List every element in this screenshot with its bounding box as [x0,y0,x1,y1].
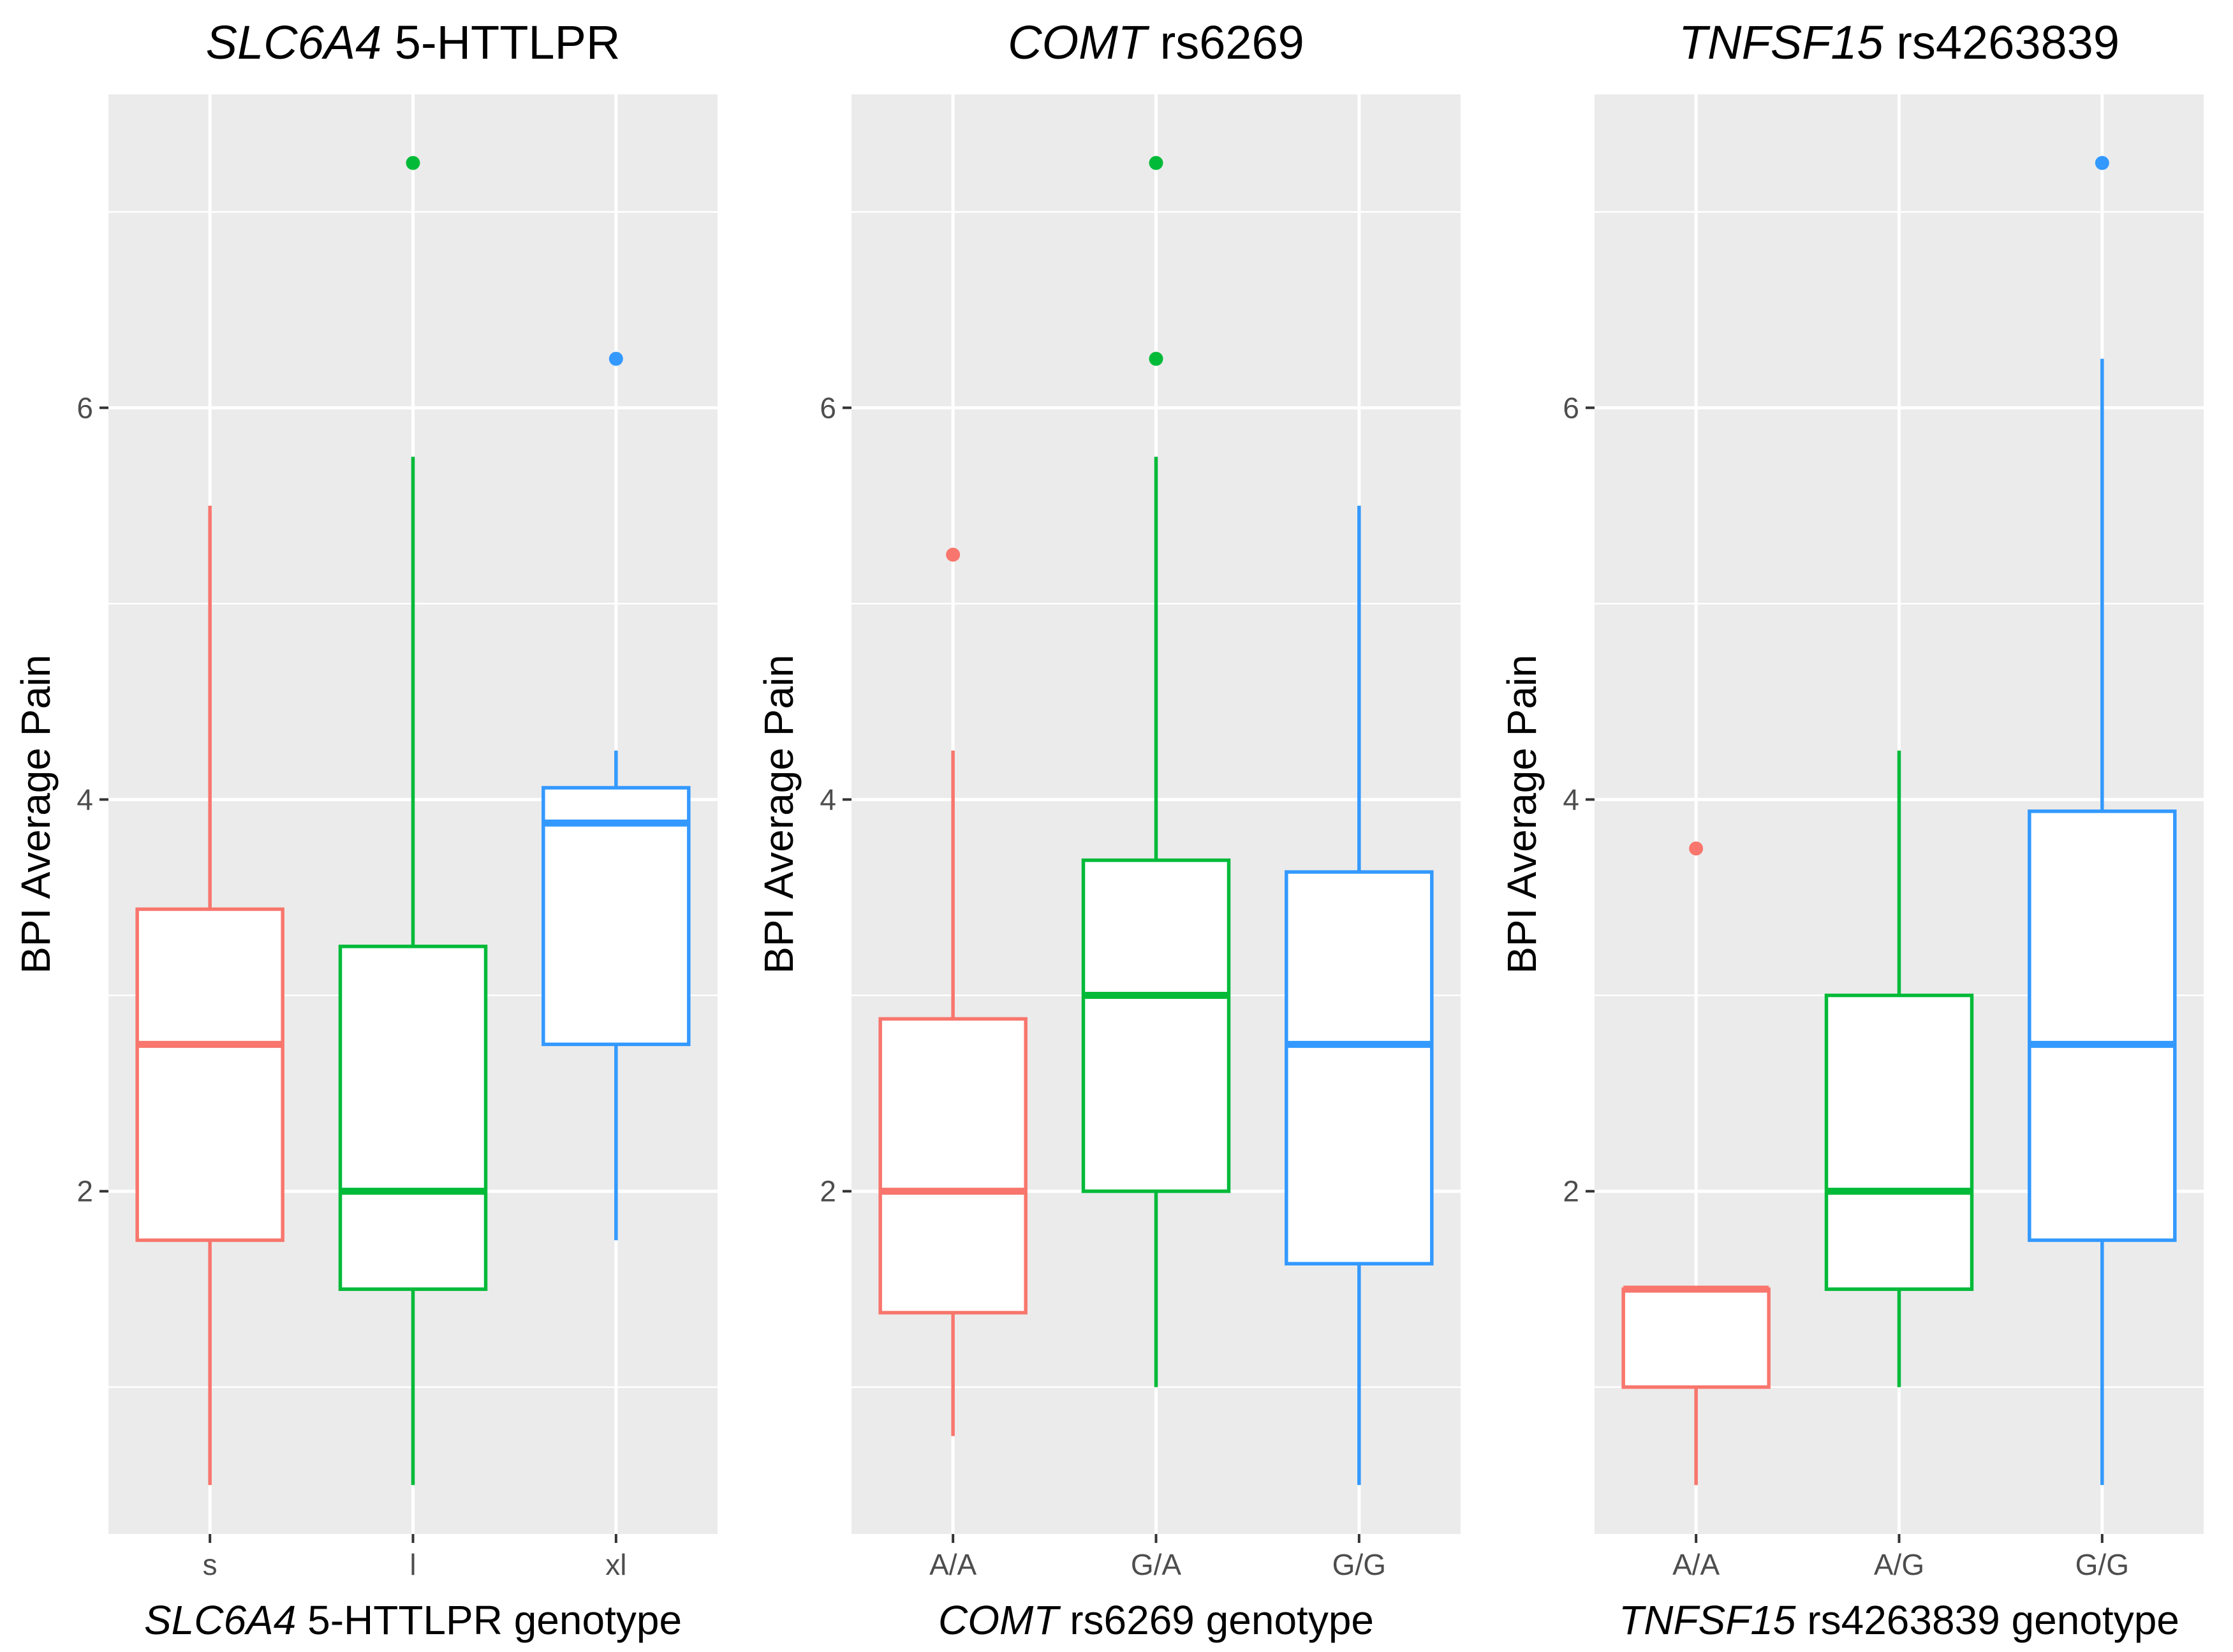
box-iqr [878,1017,1028,1315]
box-iqr [1081,858,1231,1193]
box-iqr [1285,870,1434,1265]
box-aa [1621,841,1771,1486]
box-iqr [338,945,488,1291]
x-axis-label: TNFSF15 rs4263839 genotype [1619,1597,2179,1643]
outlier-point [946,547,961,562]
panel-comt: 2 4 6 A/A G/A G/G COMT rs6269 COMT rs6269 gen… [756,16,1461,1643]
y-tick-label: 2 [1563,1175,1579,1208]
x-tick-label: xl [605,1548,626,1581]
x-axis-label-gene: COMT [938,1597,1061,1643]
x-tick-label: A/A [929,1548,976,1581]
panel-title-rest: rs6269 [1147,16,1304,69]
panel-title: TNFSF15 rs4263839 [1679,16,2119,69]
box-l [338,156,488,1486]
panel-title-gene: TNFSF15 [1679,16,1884,69]
plot-area: 2 4 6 A/A A/G G/G [1563,94,2204,1581]
box-ag [1824,750,1974,1387]
panel-tnfsf15: 2 4 6 A/A A/G G/G TNFSF15 rs4263839 TNFSF15 r… [1499,16,2204,1643]
outlier-point [1149,156,1163,170]
y-tick-label: 4 [820,783,836,816]
box-ga [1081,156,1231,1387]
x-tick-label: G/G [1332,1548,1386,1581]
y-tick-label: 6 [77,391,93,424]
x-tick-label: G/A [1131,1548,1182,1581]
x-axis-label-gene: TNFSF15 [1619,1597,1796,1643]
box-iqr [2028,809,2177,1243]
box-s [135,505,284,1486]
plot-area: 2 4 6 A/A G/A G/G [820,94,1461,1581]
y-axis-label: BPI Average Pain [13,654,59,974]
y-axis-label: BPI Average Pain [1499,654,1545,974]
outlier-point [406,156,420,170]
x-axis-label-rest: 5-HTTLPR genotype [296,1597,682,1643]
outlier-point [2095,156,2109,170]
x-axis-label-rest: rs4263839 genotype [1796,1597,2179,1643]
plot-area: 2 4 6 s l xl [77,94,718,1581]
y-tick-label: 2 [77,1175,93,1208]
panel-title: COMT rs6269 [1008,16,1304,69]
panel-title-gene: COMT [1008,16,1150,69]
x-tick-label: A/A [1672,1548,1720,1581]
x-tick-label: s [203,1548,217,1581]
y-tick-label: 2 [820,1175,836,1208]
box-iqr [1824,993,1974,1291]
panel-title: SLC6A4 5-HTTLPR [206,16,621,69]
x-tick-label: l [409,1548,416,1581]
x-tick-label: G/G [2075,1548,2129,1581]
outlier-point [1149,351,1163,366]
panel-slc6a4: 2 4 6 s l xl SLC6A4 5-HTTLPR SLC6A4 5-HTTLPR … [13,16,718,1643]
x-axis-label-gene: SLC6A4 [144,1597,296,1643]
box-iqr [1621,1287,1771,1389]
x-tick-label: A/G [1874,1548,1924,1581]
panel-title-rest: 5-HTTLPR [381,16,620,69]
x-axis-label: SLC6A4 5-HTTLPR genotype [144,1597,682,1643]
y-tick-label: 6 [820,391,836,424]
outlier-point [1689,841,1704,856]
box-gg [1285,505,1434,1486]
x-axis-label-rest: rs6269 genotype [1058,1597,1374,1643]
panel-title-rest: rs4263839 [1883,16,2119,69]
y-tick-label: 4 [1563,783,1579,816]
outlier-point [608,351,623,366]
box-gg [2028,156,2177,1486]
x-axis-label: COMT rs6269 genotype [938,1597,1374,1643]
box-iqr [135,907,284,1243]
panel-title-gene: SLC6A4 [206,16,382,69]
box-aa [878,547,1028,1436]
box-iqr [542,786,691,1047]
y-tick-label: 4 [77,783,93,816]
box-xl [542,351,691,1241]
y-axis-label: BPI Average Pain [756,654,802,974]
y-tick-label: 6 [1563,391,1579,424]
